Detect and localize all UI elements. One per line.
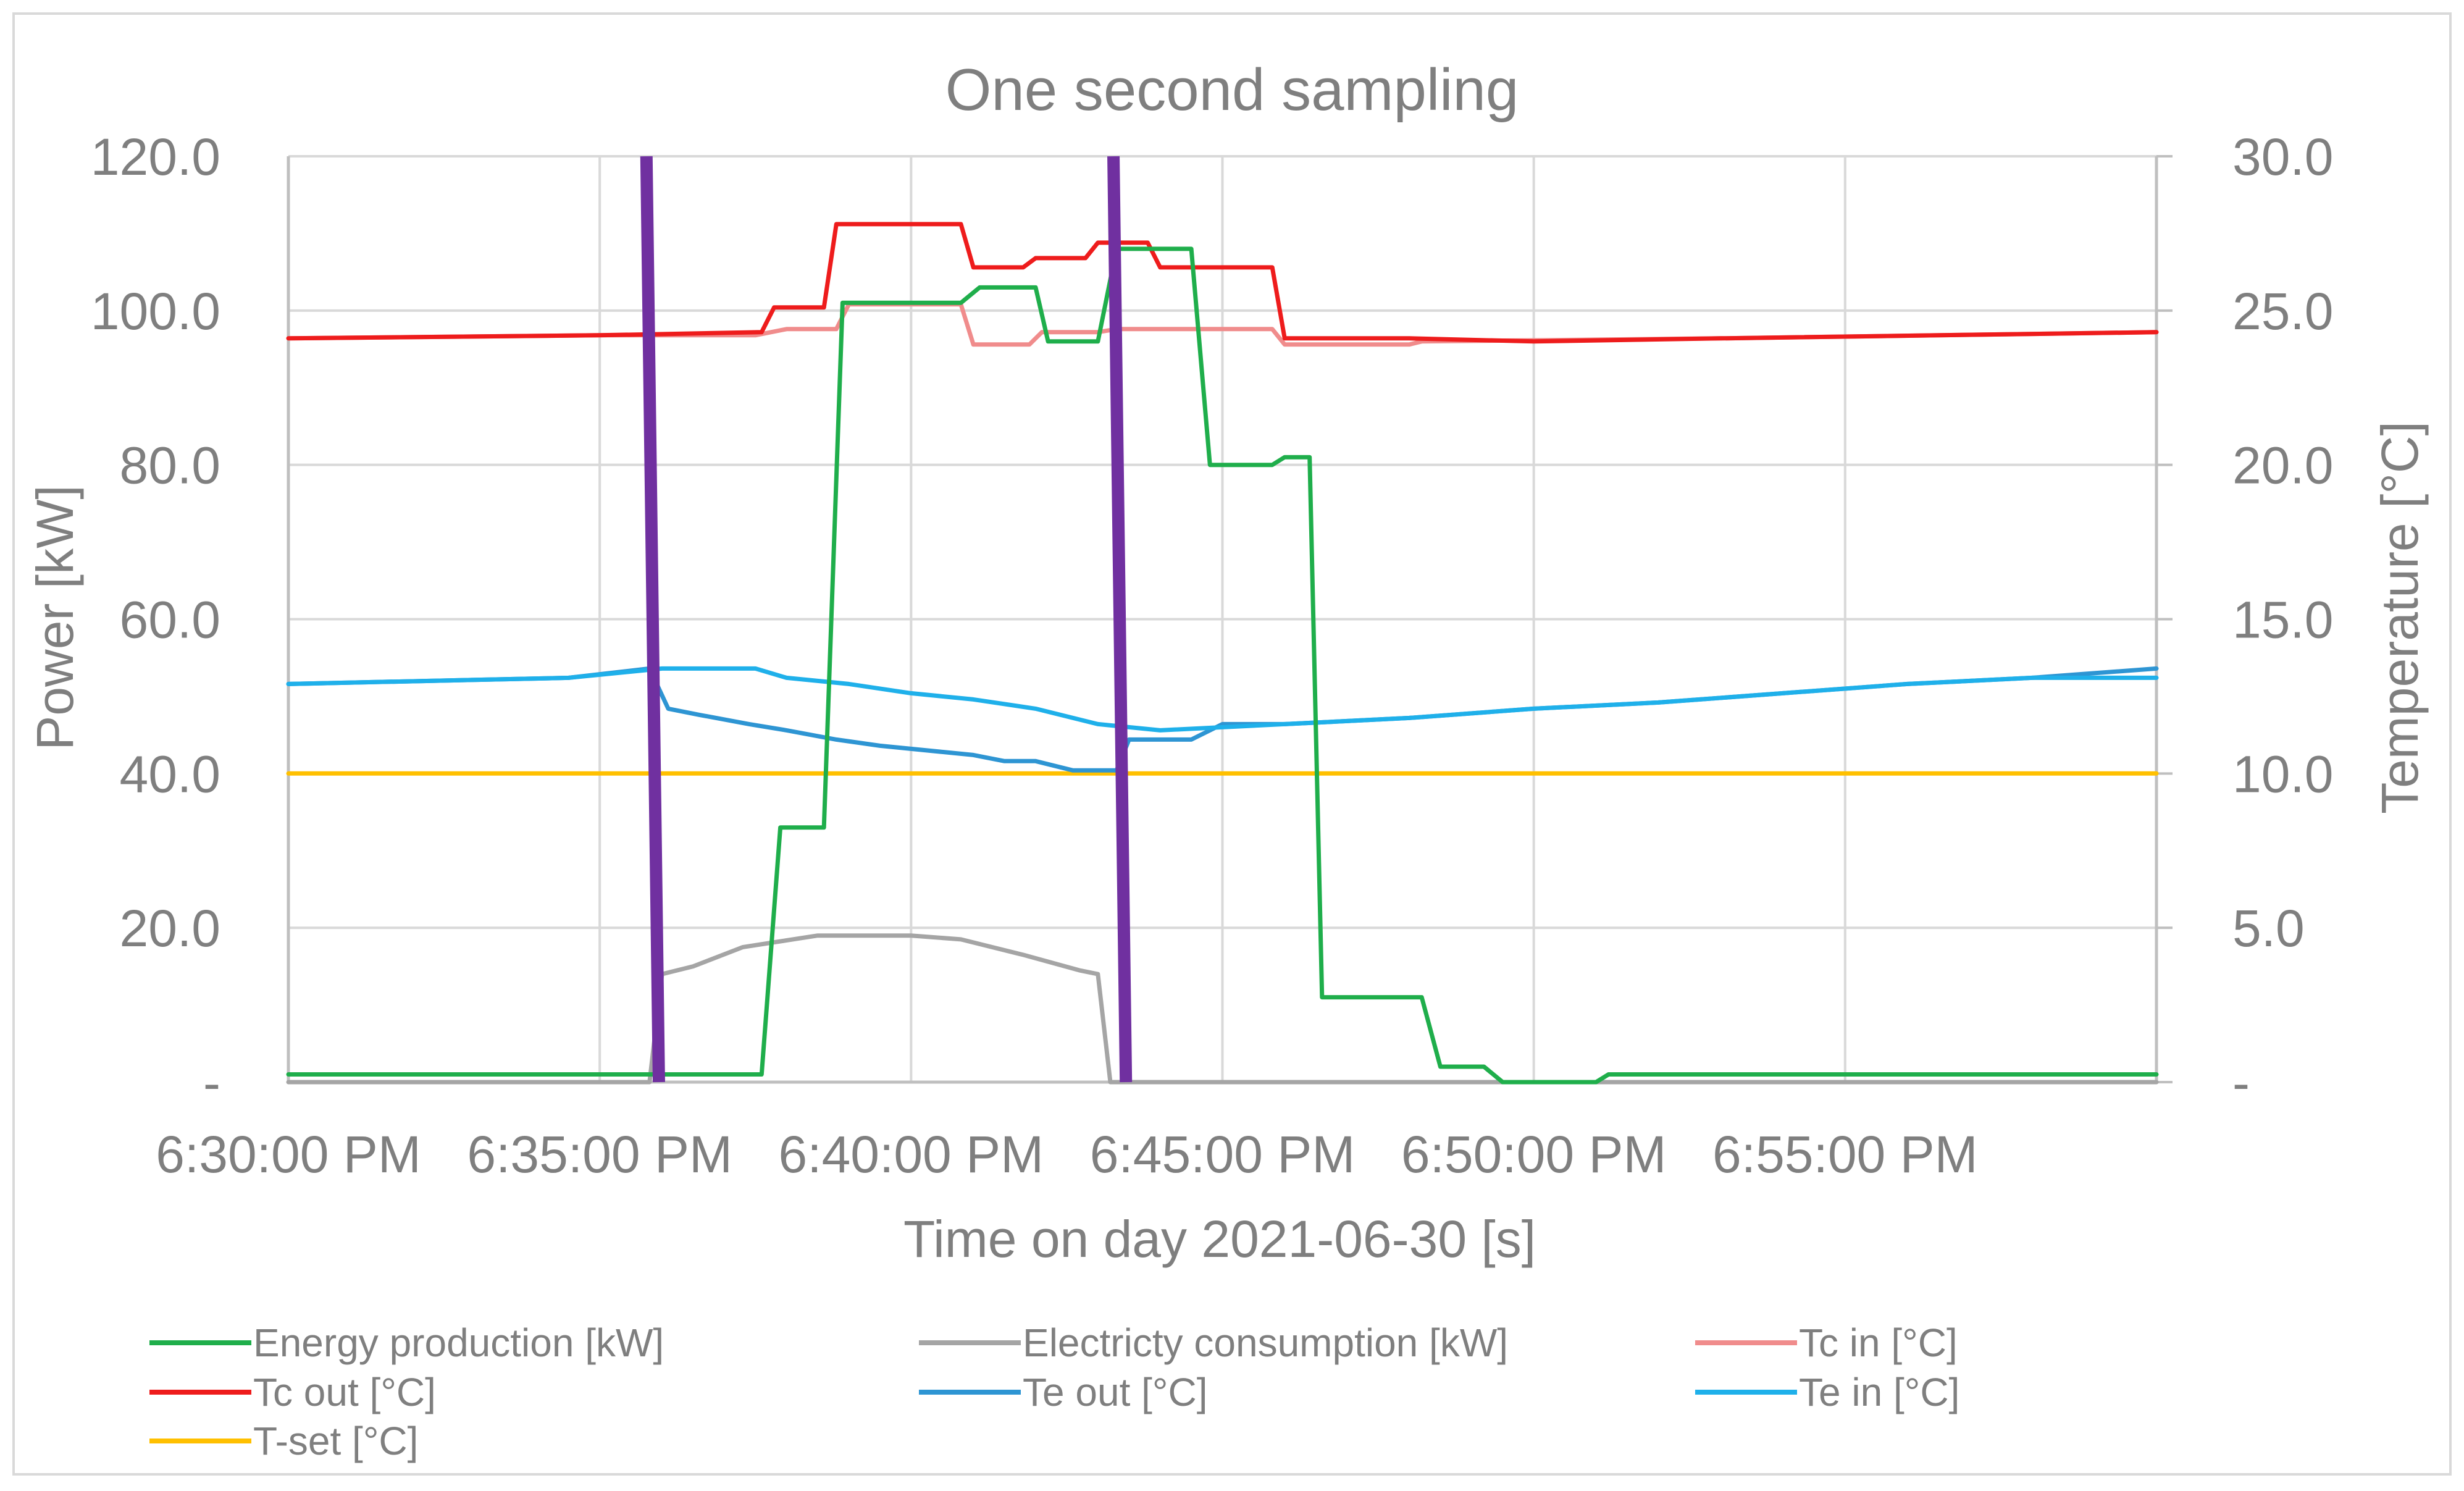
series-line-te-in-c — [286, 666, 2159, 733]
chart-border — [12, 12, 2452, 1476]
legend-label: Tc in [°C] — [1799, 1321, 1958, 1365]
marker-window-end — [1107, 156, 1133, 1083]
legend-entry: Electricty consumption [kW] — [919, 1321, 1508, 1365]
series-line-energy-production-kw — [286, 246, 2159, 1085]
y-tick-label-left: 100.0 — [91, 282, 220, 340]
legend-entry: Tc in [°C] — [1695, 1321, 1958, 1365]
x-tick-label: 6:40:00 PM — [779, 1125, 1044, 1183]
y-tick-label-left: - — [203, 1054, 220, 1112]
x-tick-label: 6:50:00 PM — [1401, 1125, 1667, 1183]
x-tick-label: 6:30:00 PM — [156, 1125, 421, 1183]
y-tick-label-right: 20.0 — [2232, 437, 2334, 495]
y-axis-title-right: Temperature [°C] — [2371, 421, 2429, 814]
legend-entry: T-set [°C] — [149, 1419, 418, 1463]
legend-entry: Energy production [kW] — [149, 1321, 664, 1365]
legend-entry: Tc out [°C] — [149, 1370, 436, 1414]
series-layer — [286, 156, 2159, 1085]
legend-entry: Te in [°C] — [1695, 1370, 1959, 1414]
y-tick-label-left: 80.0 — [120, 437, 221, 495]
legend-label: Electricty consumption [kW] — [1023, 1321, 1508, 1365]
x-tick-label: 6:45:00 PM — [1090, 1125, 1356, 1183]
y-tick-label-right: - — [2232, 1054, 2250, 1112]
y-tick-label-left: 40.0 — [120, 745, 221, 803]
tick-layer: - 20.0 40.0 60.0 80.0 100.0 120.0 - 5.0 10.0 15.0 2… — [91, 128, 2334, 1183]
y-tick-label-right: 25.0 — [2232, 282, 2334, 340]
series-line-tc-out-c — [286, 222, 2159, 344]
y-tick-label-right: 15.0 — [2232, 591, 2334, 649]
y-tick-label-left: 60.0 — [120, 591, 221, 649]
x-axis-title: Time on day 2021-06-30 [s] — [903, 1210, 1536, 1268]
legend-label: Energy production [kW] — [253, 1321, 664, 1365]
legend-label: T-set [°C] — [253, 1419, 418, 1463]
legend: Energy production [kW] Electricty consump… — [149, 1321, 1959, 1463]
y-axis-title-left: Power [kW] — [26, 485, 84, 750]
x-tick-label: 6:55:00 PM — [1712, 1125, 1978, 1183]
x-tick-label: 6:35:00 PM — [467, 1125, 732, 1183]
marker-window-start — [640, 156, 665, 1083]
legend-label: Te out [°C] — [1023, 1370, 1208, 1414]
y-tick-label-left: 20.0 — [120, 899, 221, 957]
y-tick-label-right: 30.0 — [2232, 128, 2334, 186]
y-tick-label-right: 10.0 — [2232, 745, 2334, 803]
legend-entry: Te out [°C] — [919, 1370, 1208, 1414]
legend-label: Tc out [°C] — [253, 1370, 436, 1414]
series-line-tc-in-c — [286, 302, 2159, 347]
legend-label: Te in [°C] — [1799, 1370, 1959, 1414]
y-tick-label-left: 120.0 — [91, 128, 220, 186]
chart-title: One second sampling — [945, 57, 1519, 123]
y-tick-label-right: 5.0 — [2232, 899, 2305, 957]
